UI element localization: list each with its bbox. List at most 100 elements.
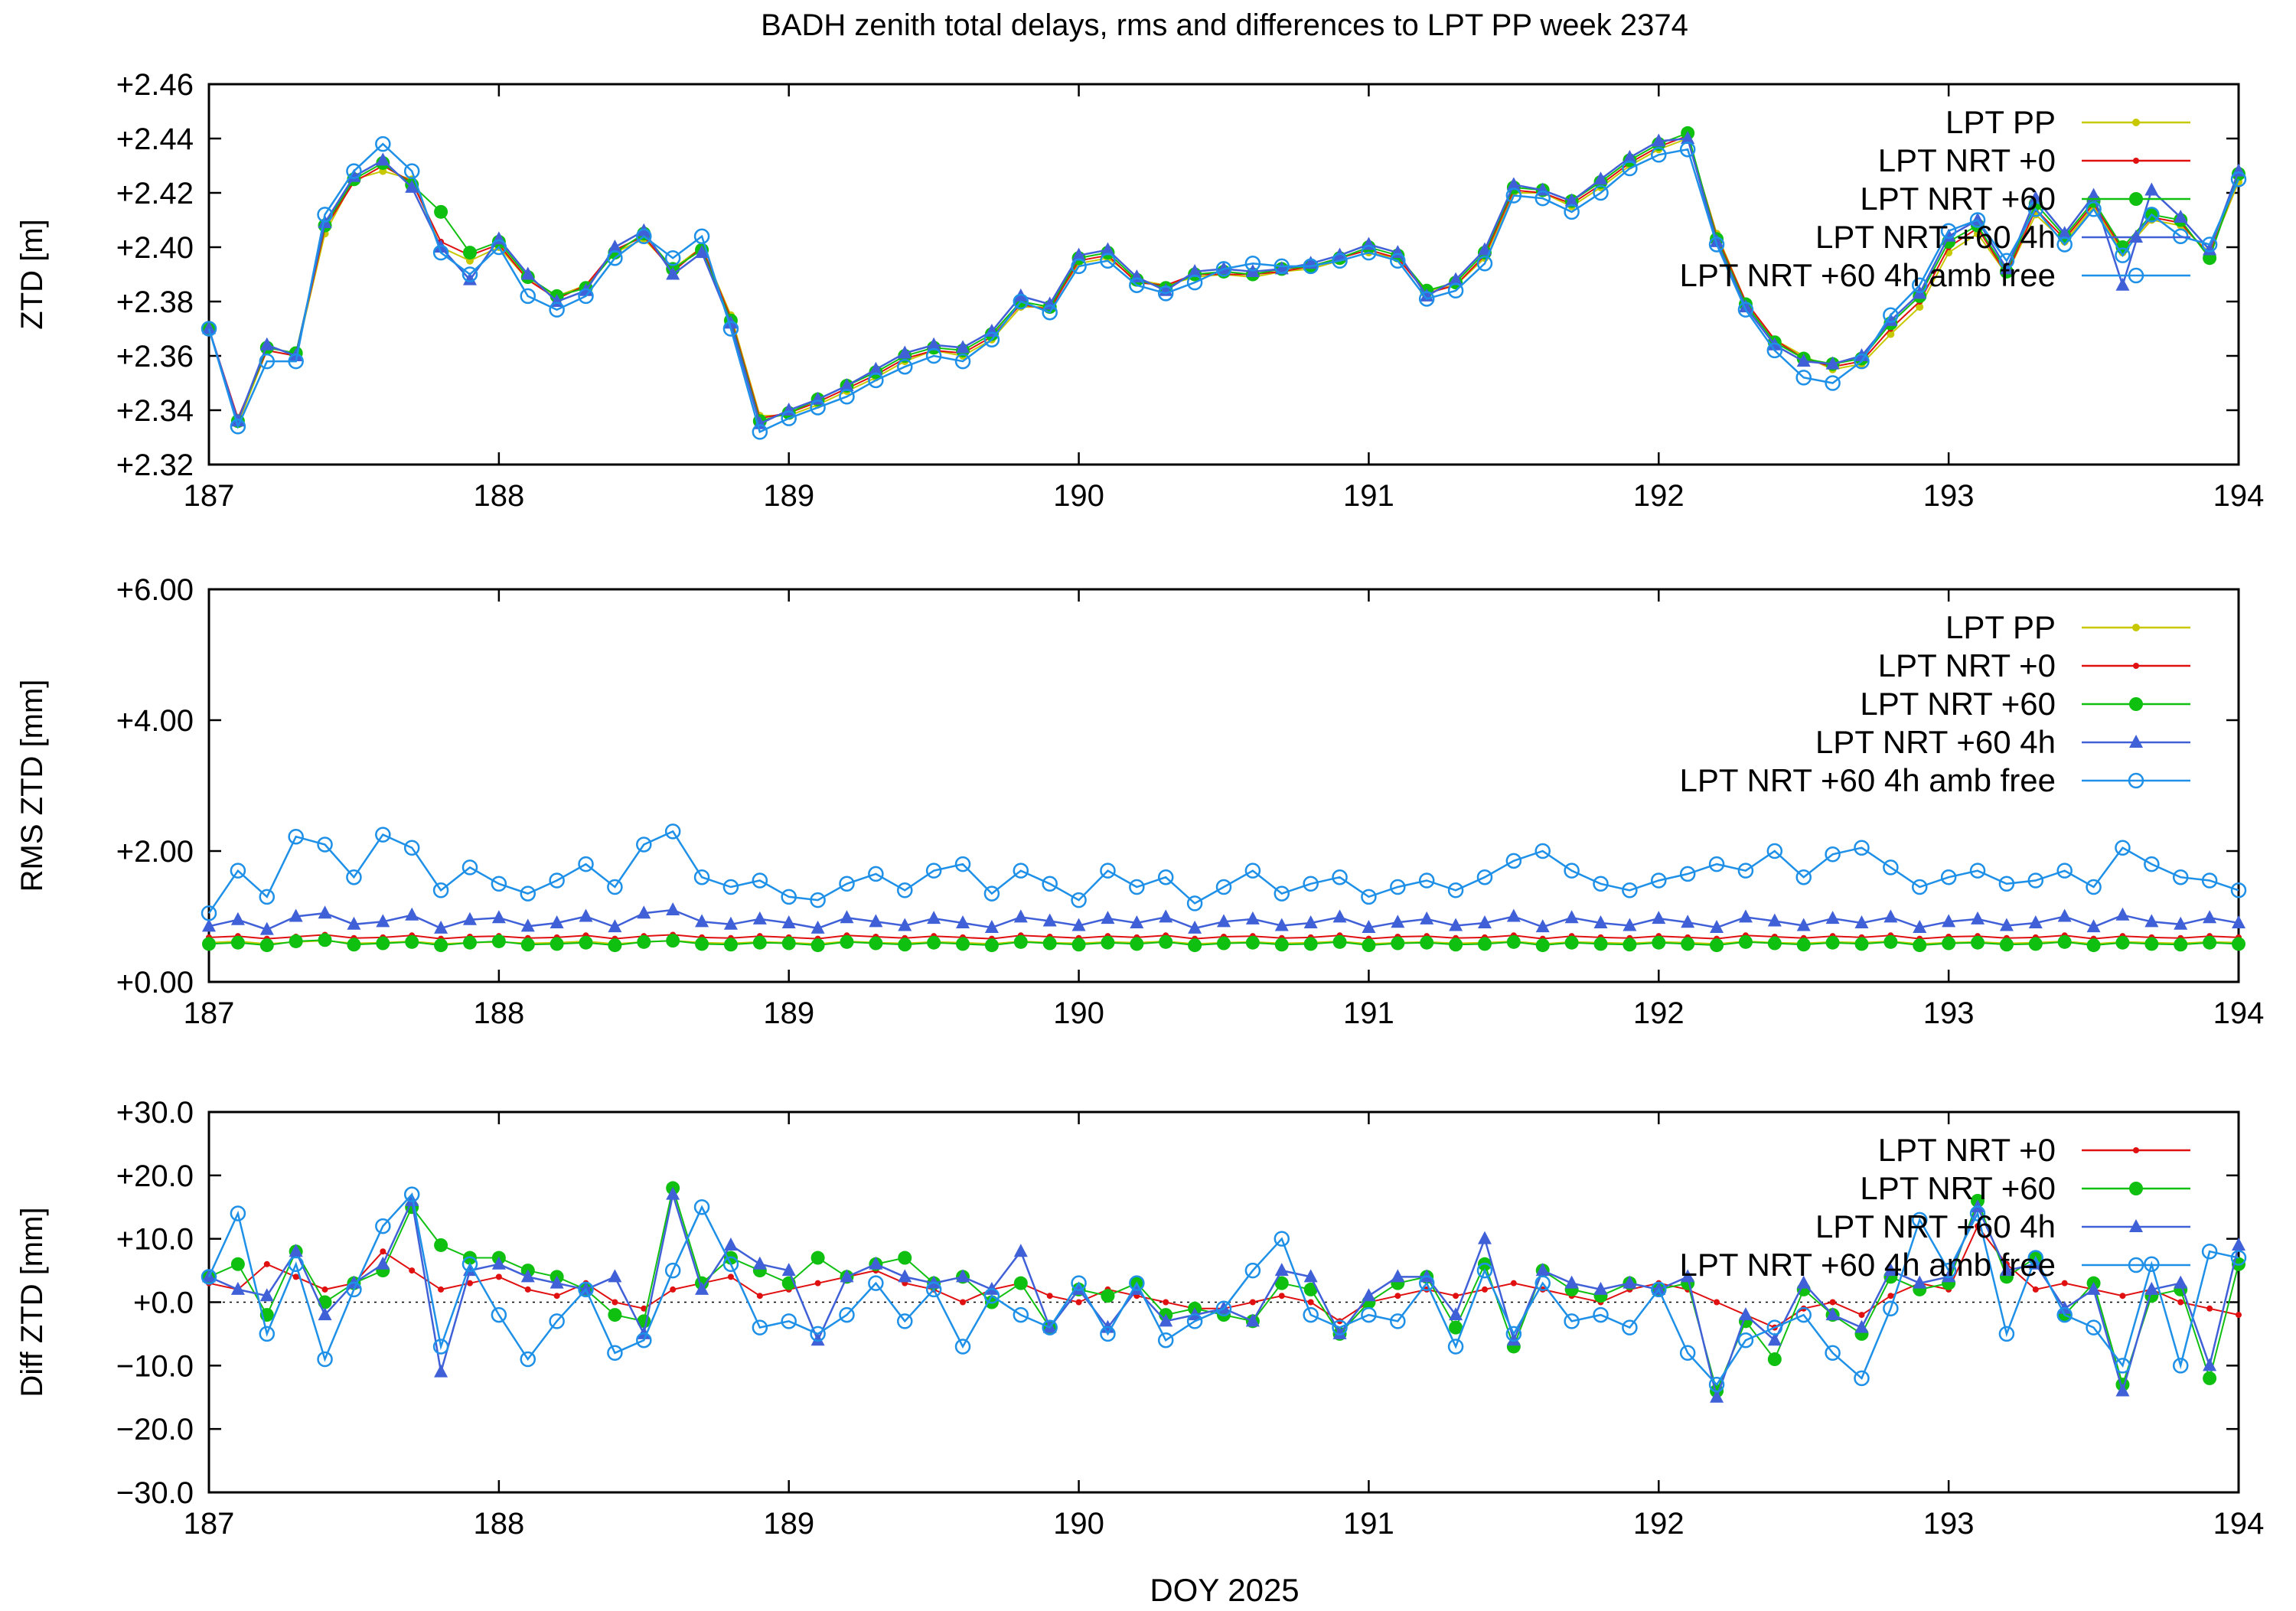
data-point xyxy=(723,1237,738,1251)
data-point xyxy=(376,152,390,166)
data-point xyxy=(781,889,797,905)
data-point xyxy=(1163,1299,1169,1306)
data-point xyxy=(1013,909,1028,923)
data-point xyxy=(2201,1243,2218,1260)
data-point xyxy=(839,389,855,405)
data-point xyxy=(723,916,738,930)
data-point xyxy=(723,938,738,952)
data-point xyxy=(1593,876,1609,892)
data-point xyxy=(462,246,477,260)
data-point xyxy=(289,908,303,922)
y-tick-label: +0.0 xyxy=(133,1287,194,1320)
data-point xyxy=(1100,1326,1116,1342)
data-point xyxy=(317,207,333,223)
data-point xyxy=(868,866,884,882)
data-point xyxy=(1274,938,1289,952)
series-line xyxy=(207,142,2240,434)
data-point xyxy=(1186,274,1203,291)
data-point xyxy=(2232,937,2245,951)
data-point xyxy=(1215,1300,1232,1317)
data-point xyxy=(1971,935,1985,950)
data-point xyxy=(520,918,535,932)
series-2 xyxy=(202,933,2245,953)
data-point xyxy=(608,240,622,253)
data-point xyxy=(1564,910,1579,924)
data-point xyxy=(1249,1299,1256,1306)
data-point xyxy=(1075,1299,1082,1306)
data-point xyxy=(2086,188,2101,201)
data-point xyxy=(201,1269,217,1285)
data-point xyxy=(695,1281,709,1295)
data-point xyxy=(1013,293,1029,310)
data-point xyxy=(1766,342,1783,359)
data-point xyxy=(1795,370,1812,386)
data-point xyxy=(1071,247,1086,261)
x-tick-label: 187 xyxy=(184,479,235,513)
data-point xyxy=(1796,1275,1811,1289)
data-point xyxy=(550,915,564,929)
legend-marker xyxy=(2129,697,2143,711)
data-point xyxy=(636,1332,652,1348)
data-point xyxy=(956,937,970,951)
data-point xyxy=(2115,247,2131,263)
data-point xyxy=(897,1313,913,1329)
data-point xyxy=(1506,1332,1521,1346)
data-point xyxy=(2201,872,2218,889)
data-point xyxy=(666,934,680,948)
data-point xyxy=(1942,914,1956,928)
data-point xyxy=(346,163,362,179)
data-point xyxy=(1130,937,1144,951)
data-point xyxy=(1159,1313,1173,1327)
data-point xyxy=(1969,863,1986,879)
data-point xyxy=(230,419,246,435)
x-tick-label: 193 xyxy=(1923,996,1975,1030)
data-point xyxy=(1535,1263,1550,1277)
data-point xyxy=(230,1281,245,1295)
data-point xyxy=(1975,1223,1981,1230)
data-point xyxy=(318,905,332,919)
data-point xyxy=(752,872,768,889)
legend-marker xyxy=(2129,1219,2143,1232)
data-point xyxy=(230,935,245,950)
legend-marker xyxy=(2133,663,2139,669)
data-point xyxy=(1623,918,1637,931)
data-point xyxy=(2201,236,2218,253)
data-point xyxy=(1593,937,1608,951)
data-point xyxy=(462,911,477,925)
data-point xyxy=(1796,938,1811,952)
legend-label: LPT PP xyxy=(1945,104,2056,140)
legend-marker xyxy=(2129,192,2143,206)
x-tick-label: 188 xyxy=(473,1507,524,1541)
data-point xyxy=(1332,869,1348,885)
data-point xyxy=(1278,1293,1285,1300)
data-point xyxy=(405,907,419,921)
data-point xyxy=(2027,201,2044,217)
data-point xyxy=(2144,207,2160,223)
y-tick-label: −30.0 xyxy=(116,1476,194,1510)
data-point xyxy=(2230,1250,2247,1266)
data-point xyxy=(202,918,216,932)
data-point xyxy=(1391,915,1405,928)
x-tick-label: 190 xyxy=(1053,1507,1104,1541)
data-point xyxy=(983,331,1000,347)
data-point xyxy=(1564,193,1579,207)
data-point xyxy=(434,920,448,934)
data-point xyxy=(292,1273,299,1280)
data-point xyxy=(840,1269,854,1283)
series-4 xyxy=(201,135,2247,440)
data-point xyxy=(1708,856,1725,872)
data-point xyxy=(781,1263,796,1277)
data-point xyxy=(839,1306,855,1323)
data-point xyxy=(868,1275,884,1291)
data-point xyxy=(1453,1293,1459,1300)
data-point xyxy=(434,938,448,953)
data-point xyxy=(1651,872,1667,889)
x-tick-label: 188 xyxy=(473,996,524,1030)
y-tick-label: −20.0 xyxy=(116,1413,194,1446)
y-tick-label: +2.38 xyxy=(116,285,194,319)
data-point xyxy=(756,1293,763,1300)
data-point xyxy=(1042,304,1058,321)
data-point xyxy=(438,1286,445,1293)
data-point xyxy=(2115,1358,2131,1374)
